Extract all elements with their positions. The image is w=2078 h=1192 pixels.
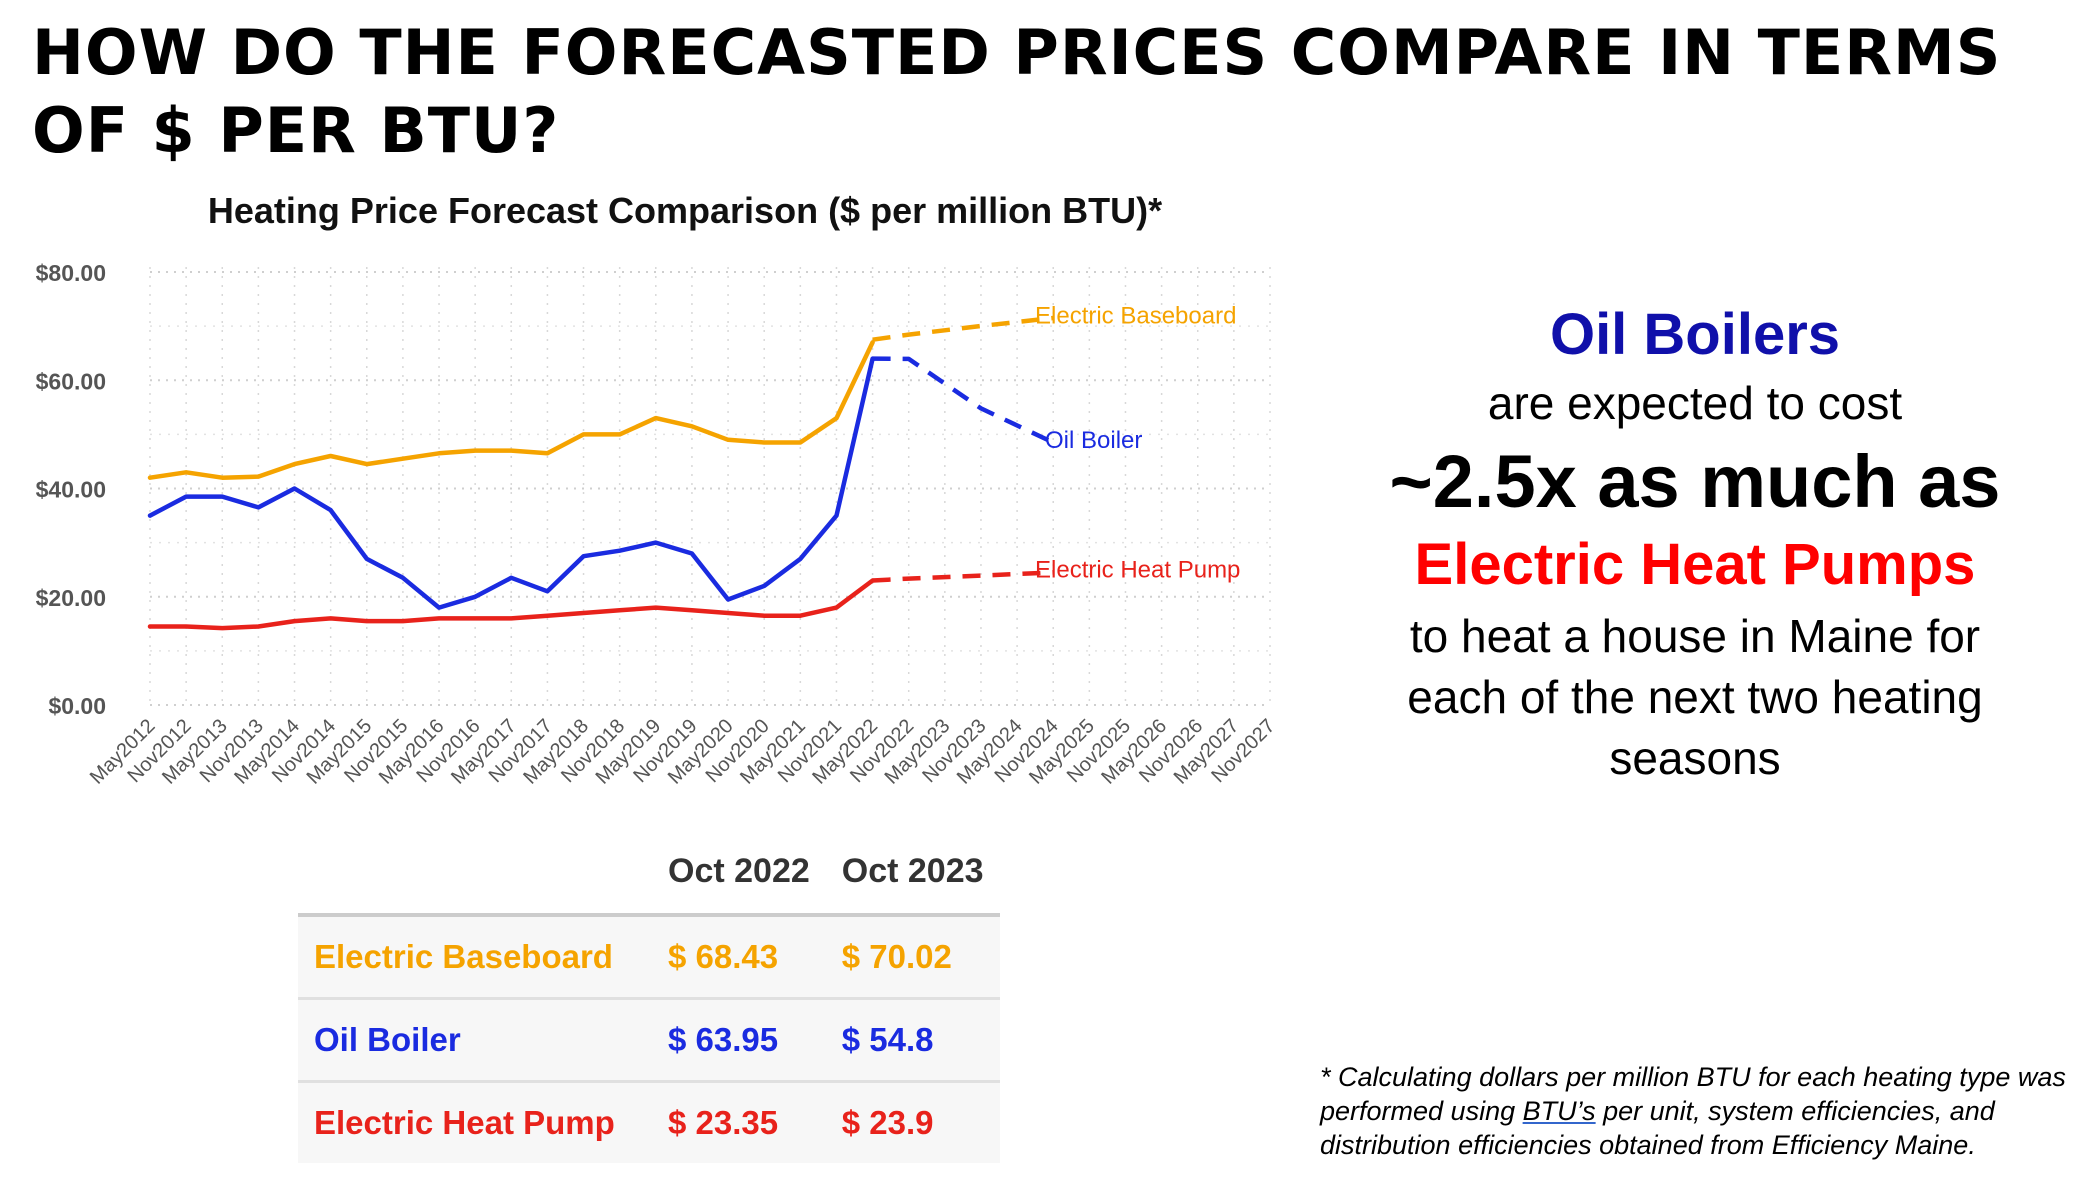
callout-context-line-3: seasons bbox=[1609, 732, 1781, 784]
chart-title: Heating Price Forecast Comparison ($ per… bbox=[207, 190, 1163, 231]
footnote-text-1: * Calculating dollars per million BTU fo… bbox=[1320, 1062, 2066, 1126]
table-header-oct-2023: Oct 2023 bbox=[841, 852, 984, 890]
callout-multiplier: ~2.5x as much as bbox=[1389, 440, 2001, 523]
callout-context-line-1: to heat a house in Maine for bbox=[1409, 610, 1981, 662]
chart-series bbox=[147, 315, 1055, 631]
price-table: Oct 2022 Oct 2023 Electric Baseboard $ 6… bbox=[298, 852, 1000, 1163]
series-labels: Electric Baseboard Oil Boiler Electric Hea… bbox=[1035, 302, 1240, 583]
row-label-electric-heat-pump: Electric Heat Pump bbox=[298, 1080, 652, 1163]
callout-oil-boilers: Oil Boilers bbox=[1549, 302, 1841, 367]
table-header-row: Oct 2022 Oct 2023 bbox=[298, 852, 1000, 915]
table-row: Oil Boiler $ 63.95 $ 54.8 bbox=[298, 997, 1000, 1082]
series-label: Electric Heat Pump bbox=[1035, 557, 1240, 584]
y-tick-label: $0.00 bbox=[48, 693, 106, 719]
table-row: Electric Baseboard $ 68.43 $ 70.02 bbox=[298, 913, 1000, 999]
cell-heat-pump-oct-2023: $ 23.9 bbox=[825, 1080, 1000, 1163]
callout-context-line-2: each of the next two heating bbox=[1407, 671, 1983, 723]
y-axis: $0.00 $20.00 $40.00 $60.00 $80.00 bbox=[36, 260, 106, 719]
callout-context: to heat a house in Maine for each of the… bbox=[1330, 606, 2060, 789]
page-title: HOW DO THE FORECASTED PRICES COMPARE IN … bbox=[32, 16, 2002, 167]
cell-baseboard-oct-2023: $ 70.02 bbox=[825, 913, 1000, 999]
table-row: Electric Heat Pump $ 23.35 $ 23.9 bbox=[298, 1080, 1000, 1163]
line-chart: $0.00 $20.00 $40.00 $60.00 $80.00 May2012Nov… bbox=[36, 260, 1280, 789]
cell-baseboard-oct-2022: $ 68.43 bbox=[652, 913, 826, 999]
y-tick-label: $40.00 bbox=[36, 477, 106, 503]
table-header-oct-2022: Oct 2022 bbox=[668, 852, 810, 890]
cell-heat-pump-oct-2022: $ 23.35 bbox=[652, 1080, 826, 1163]
cell-oil-oct-2023: $ 54.8 bbox=[825, 997, 1000, 1082]
y-tick-label: $60.00 bbox=[36, 368, 106, 394]
series-line-forecast bbox=[872, 570, 1054, 583]
cell-oil-oct-2022: $ 63.95 bbox=[652, 997, 826, 1082]
series-line-forecast bbox=[872, 315, 1054, 342]
series-label: Electric Baseboard bbox=[1035, 302, 1236, 329]
chart-grid bbox=[149, 267, 1271, 706]
callout-summary: Oil Boilers are expected to cost ~2.5x a… bbox=[1330, 300, 2060, 789]
y-tick-label: $20.00 bbox=[36, 585, 106, 611]
footnote-text-2: per unit, system efficiencies, and distr… bbox=[1320, 1096, 1995, 1160]
series-line-historical bbox=[147, 340, 875, 480]
row-label-electric-baseboard: Electric Baseboard bbox=[298, 913, 652, 999]
x-axis: May2012Nov2012May2013Nov2013May2014Nov20… bbox=[86, 715, 1280, 789]
row-label-oil-boiler: Oil Boiler bbox=[298, 997, 652, 1082]
series-line-historical bbox=[147, 356, 875, 610]
series-line-historical bbox=[147, 578, 875, 631]
series-line-forecast bbox=[872, 356, 1055, 445]
callout-expected-cost: are expected to cost bbox=[1487, 377, 1903, 429]
table-header-blank bbox=[298, 852, 652, 915]
series-label: Oil Boiler bbox=[1045, 427, 1142, 454]
footnote-btu-link[interactable]: BTU’s bbox=[1522, 1096, 1596, 1126]
callout-heat-pumps: Electric Heat Pumps bbox=[1414, 532, 1976, 597]
y-tick-label: $80.00 bbox=[36, 260, 106, 286]
footnote: * Calculating dollars per million BTU fo… bbox=[1320, 1060, 2070, 1162]
